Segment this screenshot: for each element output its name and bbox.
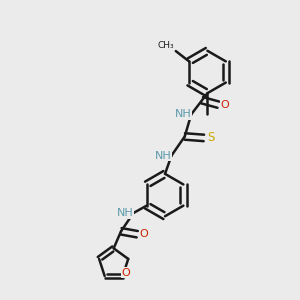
Text: NH: NH — [117, 208, 134, 218]
Text: S: S — [208, 131, 215, 144]
Text: O: O — [220, 100, 229, 110]
Text: O: O — [139, 229, 148, 239]
Text: CH₃: CH₃ — [157, 41, 174, 50]
Text: NH: NH — [155, 151, 172, 160]
Text: NH: NH — [175, 110, 191, 119]
Text: O: O — [121, 268, 130, 278]
